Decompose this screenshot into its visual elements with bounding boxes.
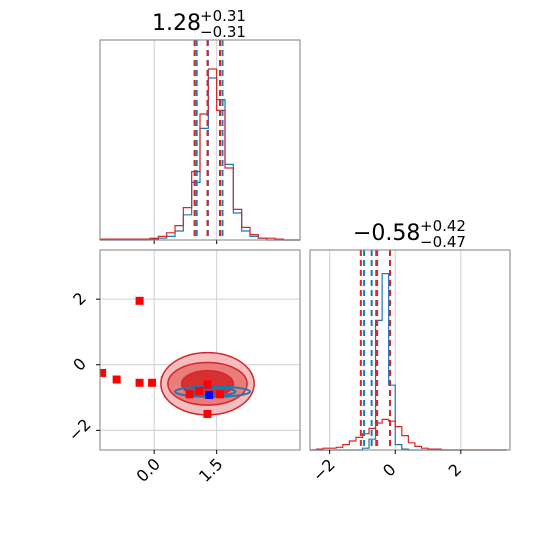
marker-red <box>112 375 121 384</box>
panel-hist-param2: −2 0 2 −0.58 +0.42 −0.47 <box>309 217 511 485</box>
marker-blue <box>205 390 214 399</box>
marker-red <box>135 378 144 387</box>
marker-red <box>185 390 194 399</box>
param2-title-minus: −0.47 <box>420 233 466 251</box>
param2-title-plus: +0.42 <box>420 217 466 235</box>
hist-series-red <box>310 418 507 451</box>
marker-red <box>135 296 144 305</box>
x-tick-label: 0 <box>379 460 400 481</box>
marker-red <box>148 378 157 387</box>
hist-series-red <box>99 68 300 241</box>
marker-red <box>203 409 212 418</box>
x-tick-label: 2 <box>445 460 466 481</box>
hist-param2-title: −0.58 +0.42 −0.47 <box>353 217 466 251</box>
hist-series-blue <box>310 273 507 451</box>
x-tick-label: −2 <box>309 455 339 485</box>
hist-param1-frame <box>99 39 301 241</box>
x-tick-label: 0.0 <box>133 454 164 485</box>
x-tick-label: 1.5 <box>195 454 226 485</box>
hist-param1-title: 1.28 +0.31 −0.31 <box>152 7 246 41</box>
contour-frame <box>99 249 301 451</box>
contour-layer <box>100 296 255 419</box>
marker-red <box>100 368 107 377</box>
y-tick-label: −2 <box>65 415 95 445</box>
panel-hist-param1: 1.28 +0.31 −0.31 <box>99 7 301 244</box>
y-tick-label: 2 <box>69 289 90 310</box>
hist-param2-frame <box>309 249 511 451</box>
param1-title-value: 1.28 <box>152 11 201 36</box>
param1-title-minus: −0.31 <box>200 23 246 41</box>
panel-2d-contour: −2 0 2 0.0 1.5 <box>65 249 301 486</box>
marker-red <box>195 386 204 395</box>
marker-red <box>216 390 224 399</box>
param1-title-plus: +0.31 <box>200 7 246 25</box>
param2-title-value: −0.58 <box>353 221 420 246</box>
y-tick-label: 0 <box>69 354 90 375</box>
marker-red <box>203 380 212 389</box>
